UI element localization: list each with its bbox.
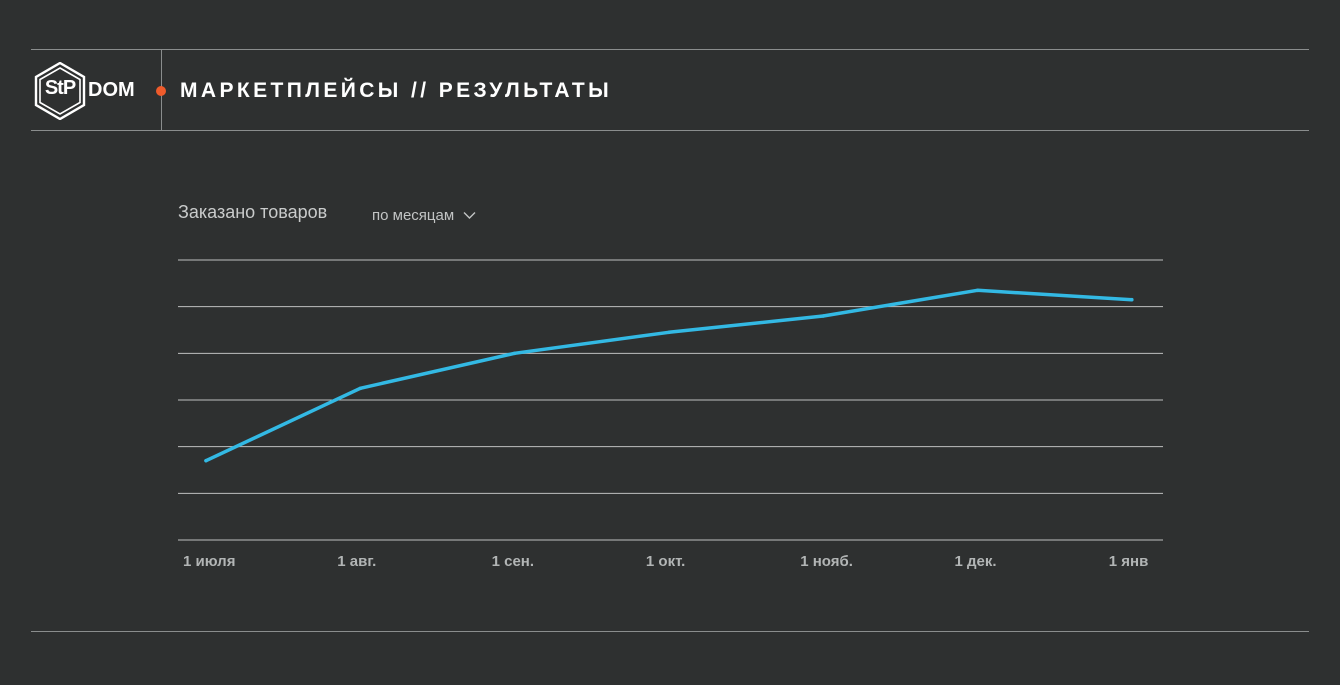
footer-rule	[31, 631, 1309, 632]
x-tick-label: 1 дек.	[955, 553, 997, 570]
chart-grid	[178, 259, 1163, 541]
x-tick-label: 1 янв	[1109, 553, 1149, 570]
brand-word: DOM	[88, 79, 135, 101]
data-point	[204, 458, 208, 463]
data-point	[358, 386, 363, 391]
period-select[interactable]: по месяцам	[372, 204, 476, 226]
chevron-down-icon	[463, 211, 476, 219]
header-bottom-rule	[31, 130, 1309, 131]
period-select-label: по месяцам	[372, 206, 455, 224]
x-tick-label: 1 сен.	[492, 553, 534, 570]
header-top-rule	[31, 49, 1309, 50]
series-line	[204, 288, 1134, 463]
chart-title: Заказано товаров	[178, 202, 328, 222]
x-tick-label: 1 нояб.	[800, 553, 853, 570]
data-point	[821, 314, 825, 318]
x-tick-label: 1 окт.	[646, 553, 685, 570]
x-tick-label: 1 июля	[183, 553, 235, 570]
logo-text: StP	[44, 77, 76, 99]
chart-series-layer	[204, 288, 1134, 463]
data-point	[1130, 297, 1134, 302]
x-axis-labels: 1 июля 1 авг. 1 сен. 1 окт. 1 нояб. 1 дек. 1 я…	[183, 553, 1148, 570]
data-point	[975, 288, 980, 293]
data-point	[512, 351, 517, 356]
x-tick-label: 1 авг.	[337, 553, 376, 570]
brand-dot-icon	[156, 86, 166, 96]
logo-hexagon-icon	[34, 62, 86, 120]
page-title: МАРКЕТПЛЕЙСЫ // РЕЗУЛЬТАТЫ	[180, 79, 613, 102]
data-point	[667, 330, 671, 335]
